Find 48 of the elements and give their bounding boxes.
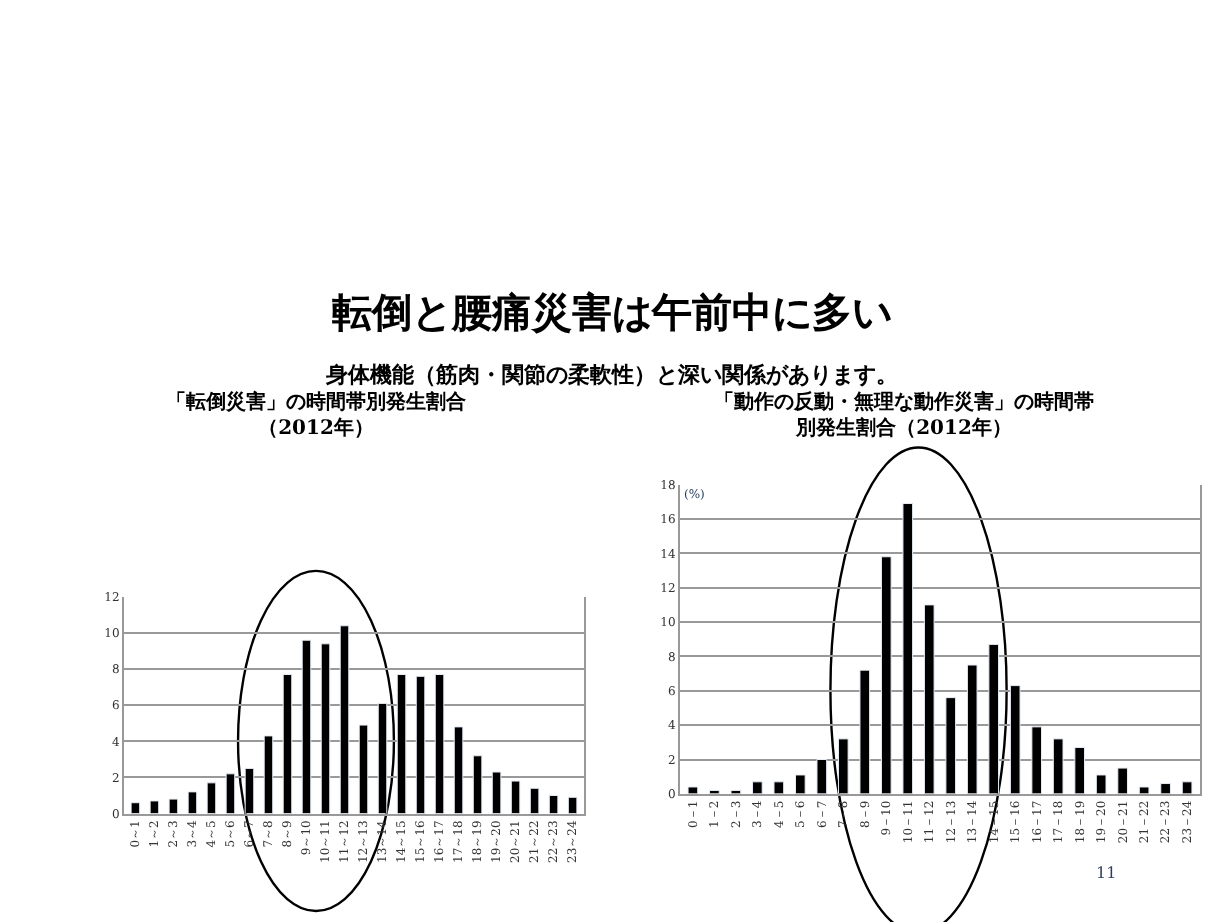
bar — [837, 738, 849, 794]
text: 身体機能（筋肉・関節の柔軟性）と深い関係があります。 — [324, 362, 898, 388]
bar — [1052, 738, 1064, 794]
bar — [377, 702, 388, 814]
bar — [149, 800, 160, 814]
bar — [529, 787, 540, 814]
bar — [491, 771, 502, 814]
bar — [1095, 774, 1107, 794]
bar — [966, 664, 978, 794]
bar — [923, 604, 935, 794]
bar — [206, 782, 217, 814]
bar — [510, 780, 521, 814]
bar — [339, 625, 350, 814]
bar — [301, 639, 312, 814]
chart-title: 「転倒災害」の時間帯別発生割合（2012年） — [166, 390, 468, 440]
bar — [434, 674, 445, 814]
bar — [773, 781, 785, 794]
bar — [880, 556, 892, 794]
bar — [320, 643, 331, 814]
chart-title: 「動作の反動・無理な動作災害」の時間帯別発生割合（2012年） — [714, 390, 1094, 440]
bar — [548, 794, 559, 814]
bar — [1160, 783, 1171, 794]
bar — [168, 798, 179, 814]
bar — [1117, 767, 1128, 794]
bar — [453, 726, 464, 814]
bar — [187, 791, 198, 814]
text: 転倒と腰痛災害は午前中に多い — [332, 288, 892, 336]
bar — [1181, 781, 1193, 794]
bar — [282, 674, 293, 814]
bar — [816, 759, 828, 794]
text: 11 — [1096, 864, 1117, 882]
bar — [752, 781, 763, 794]
bar — [263, 735, 274, 814]
bar — [567, 796, 578, 814]
bar — [358, 724, 369, 814]
bar — [244, 767, 255, 814]
bar — [945, 697, 957, 794]
bar — [415, 675, 426, 814]
bar — [859, 669, 871, 794]
bar — [1138, 786, 1150, 794]
bar — [988, 643, 1000, 794]
bar — [1031, 726, 1043, 794]
bar — [902, 503, 914, 794]
bar — [472, 755, 483, 814]
bar — [130, 802, 141, 814]
bar — [687, 786, 699, 794]
bar — [1074, 746, 1085, 794]
bar — [795, 774, 806, 794]
